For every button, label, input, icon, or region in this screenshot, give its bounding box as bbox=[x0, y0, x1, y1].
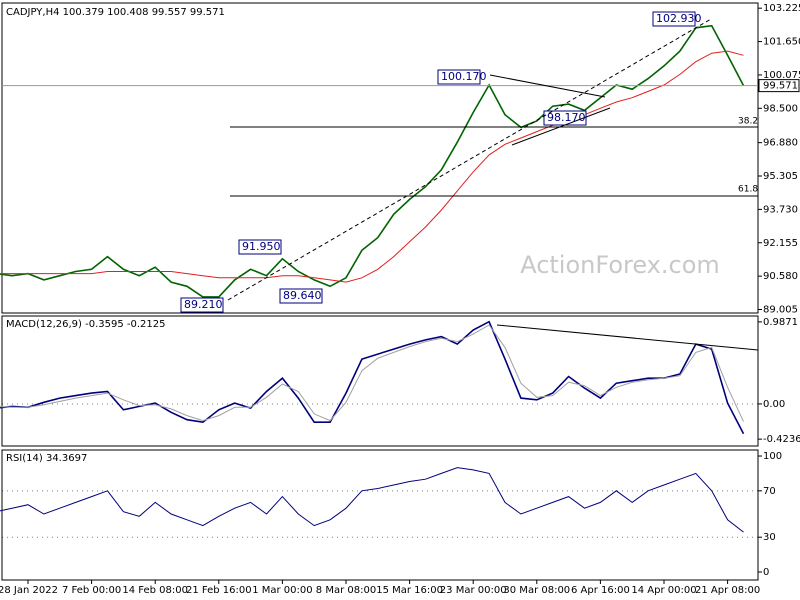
annotation: 100.170 bbox=[441, 70, 487, 83]
y-tick-label: 101.650 bbox=[763, 37, 800, 48]
trend-line bbox=[511, 107, 611, 146]
x-tick-label: 14 Feb 08:00 bbox=[122, 585, 188, 596]
series-line bbox=[0, 324, 744, 422]
series-line bbox=[0, 320, 745, 435]
chart-title: CADJPY,H4 100.379 100.408 99.557 99.571 bbox=[6, 7, 225, 18]
annotation-box bbox=[652, 11, 696, 27]
x-tick-label: 28 Jan 2022 bbox=[0, 585, 58, 596]
annotation: 102.930 bbox=[656, 12, 702, 25]
series-line bbox=[0, 50, 744, 283]
y-tick-label: 0.9871 bbox=[763, 317, 798, 328]
y-tick-label: 96.880 bbox=[763, 138, 798, 149]
trend-line bbox=[496, 324, 759, 351]
price-panel bbox=[1, 2, 759, 314]
x-tick-label: 21 Apr 08:00 bbox=[695, 585, 760, 596]
price-box bbox=[758, 79, 800, 93]
y-tick-label: 0 bbox=[763, 567, 769, 578]
x-tick-label: 8 Mar 08:00 bbox=[316, 585, 376, 596]
x-tick-label: 15 Mar 16:00 bbox=[376, 585, 443, 596]
x-tick-label: 14 Apr 00:00 bbox=[631, 585, 696, 596]
x-tick-label: 30 Mar 08:00 bbox=[503, 585, 570, 596]
x-tick-label: 6 Apr 16:00 bbox=[571, 585, 630, 596]
y-tick-label: -0.4236 bbox=[763, 434, 800, 445]
annotation-box bbox=[437, 69, 481, 85]
y-tick-label: 100.075 bbox=[763, 70, 800, 81]
x-tick-label: 7 Feb 00:00 bbox=[62, 585, 121, 596]
annotation-box bbox=[279, 288, 323, 304]
rsi-title: RSI(14) 34.3697 bbox=[6, 453, 87, 464]
price-label: 99.571 bbox=[763, 81, 798, 92]
annotation: 98.170 bbox=[547, 111, 586, 124]
macd-panel bbox=[1, 315, 759, 447]
y-tick-label: 0.00 bbox=[763, 399, 785, 410]
y-tick-label: 95.305 bbox=[763, 171, 798, 182]
y-tick-label: 100 bbox=[763, 451, 782, 462]
y-tick-label: 92.155 bbox=[763, 238, 798, 249]
y-tick-label: 89.005 bbox=[763, 305, 798, 316]
y-tick-label: 103.225 bbox=[763, 3, 800, 14]
watermark: ActionForex.com bbox=[520, 251, 720, 279]
y-tick-label: 90.580 bbox=[763, 271, 798, 282]
annotation: 91.950 bbox=[242, 240, 281, 253]
series-line bbox=[0, 467, 744, 533]
annotation: 61.8 bbox=[738, 185, 758, 195]
annotation: 89.210 bbox=[184, 298, 223, 311]
annotation: 89.640 bbox=[283, 289, 322, 302]
x-tick-label: 23 Mar 00:00 bbox=[440, 585, 507, 596]
annotation-box bbox=[238, 239, 282, 255]
trend-line bbox=[489, 74, 606, 98]
annotation: 38.2 bbox=[738, 117, 758, 127]
y-tick-label: 30 bbox=[763, 532, 776, 543]
annotation-box bbox=[180, 297, 224, 313]
macd-title: MACD(12,26,9) -0.3595 -0.2125 bbox=[6, 319, 166, 330]
y-tick-label: 70 bbox=[763, 486, 776, 497]
trend-line bbox=[227, 18, 712, 301]
rsi-panel bbox=[1, 449, 759, 581]
y-tick-label: 98.500 bbox=[763, 103, 798, 114]
x-tick-label: 1 Mar 00:00 bbox=[252, 585, 312, 596]
y-tick-label: 93.730 bbox=[763, 204, 798, 215]
x-tick-label: 21 Feb 16:00 bbox=[186, 585, 252, 596]
